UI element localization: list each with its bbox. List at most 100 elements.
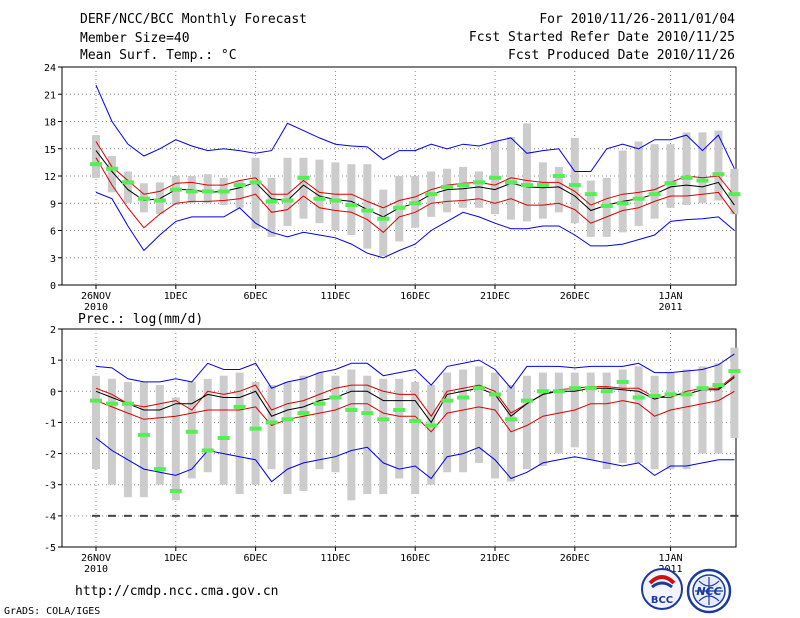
- temp-xtick-label: 26DEC: [560, 291, 590, 302]
- temp-spread-box: [459, 166, 468, 208]
- prec-floor-mark: [538, 514, 547, 517]
- temp-spread-box: [203, 174, 212, 204]
- temp-spread-box: [443, 168, 452, 213]
- temp-obs-marker: [457, 183, 470, 188]
- temp-spread-box: [267, 177, 276, 237]
- prec-floor-mark: [299, 514, 308, 517]
- prec-spread-box: [650, 375, 659, 470]
- temp-obs-marker: [728, 192, 741, 197]
- temp-obs-marker: [153, 198, 166, 203]
- temp-spread-box: [283, 157, 292, 226]
- temp-obs-marker: [201, 189, 214, 194]
- prec-floor-mark: [92, 514, 100, 517]
- prec-obs-marker: [249, 426, 262, 431]
- prec-floor-mark: [570, 514, 579, 517]
- prec-spread-box: [395, 378, 404, 479]
- temp-ytick-label: 12: [44, 172, 56, 183]
- temp-obs-marker: [345, 203, 358, 208]
- prec-floor-mark: [443, 514, 452, 517]
- temp-obs-marker: [265, 199, 278, 204]
- temp-spread-box: [107, 156, 116, 193]
- temp-obs-marker: [217, 189, 230, 194]
- prec-xtick-label: 11DEC: [320, 553, 350, 564]
- prec-xtick-label: 6DEC: [244, 553, 268, 564]
- temp-spread-box: [379, 189, 388, 256]
- temp-obs-marker: [616, 201, 629, 206]
- prec-ensemble-mean-line: [95, 376, 735, 424]
- prec-obs-marker: [153, 467, 166, 472]
- prec-obs-marker: [680, 392, 693, 397]
- prec-ytick-label: 0: [50, 387, 56, 398]
- temp-obs-marker: [696, 178, 709, 183]
- temp-obs-marker: [489, 175, 501, 180]
- prec-obs-marker: [632, 395, 645, 400]
- prec-min-line: [95, 437, 735, 483]
- prec-ytick-label: -4: [44, 512, 56, 523]
- prec-obs-marker: [457, 395, 470, 400]
- prec-spread-box: [283, 381, 292, 495]
- temp-xtick-label: 1JAN: [659, 291, 683, 302]
- temp-obs-marker: [105, 166, 118, 171]
- forecast-start-date: Fcst Started Refer Date 2010/11/25: [468, 30, 735, 45]
- prec-floor-mark: [730, 514, 739, 517]
- prec-ytick-label: -2: [44, 450, 56, 461]
- prec-spread-box: [634, 366, 643, 463]
- prec-floor-mark: [123, 514, 132, 517]
- prec-xtick-label: 26DEC: [560, 553, 590, 564]
- prec-floor-mark: [459, 514, 468, 517]
- prec-spread-box: [506, 385, 515, 482]
- prec-xtick-sublabel: 2011: [659, 564, 683, 575]
- temp-ytick-label: 21: [44, 90, 56, 101]
- temp-spread-box: [235, 180, 244, 208]
- prec-spread-box: [682, 369, 691, 470]
- temp-obs-marker: [568, 183, 581, 188]
- temp-spread-box: [315, 159, 324, 224]
- prec-floor-mark: [698, 514, 707, 517]
- temp-obs-marker: [680, 175, 693, 180]
- prec-floor-mark: [491, 514, 499, 517]
- temp-spread-box: [714, 130, 723, 201]
- prec-floor-mark: [650, 514, 659, 517]
- prec-floor-mark: [235, 514, 244, 517]
- prec-spread-box: [107, 378, 116, 485]
- prec-spread-box: [299, 375, 308, 491]
- prec-obs-marker: [425, 423, 438, 428]
- temp-spread-box: [618, 150, 627, 233]
- prec-floor-mark: [411, 514, 420, 517]
- prec-obs-marker: [233, 404, 246, 409]
- forecast-period: For 2010/11/26-2011/01/04: [539, 12, 735, 27]
- prec-floor-mark: [219, 514, 228, 517]
- prec-obs-marker: [568, 386, 581, 391]
- temp-spread-box: [299, 157, 308, 219]
- prec-spread-box: [123, 381, 132, 498]
- prec-obs-marker: [696, 386, 709, 391]
- temp-spread-box: [570, 137, 579, 224]
- prec-obs-marker: [473, 386, 486, 391]
- prec-spread-box: [522, 375, 531, 470]
- prec-floor-mark: [427, 514, 436, 517]
- temp-obs-marker: [393, 205, 406, 210]
- prec-spread-box: [443, 372, 452, 473]
- prec-xtick-label: 16DEC: [400, 553, 430, 564]
- prec-xtick-label: 26NOV: [81, 553, 111, 564]
- prec-obs-marker: [616, 379, 629, 384]
- temp-obs-marker: [329, 198, 342, 203]
- temp-ytick-label: 3: [50, 254, 56, 265]
- prec-obs-marker: [409, 418, 422, 423]
- temp-obs-marker: [313, 196, 326, 201]
- temp-obs-marker: [281, 198, 294, 203]
- prec-floor-mark: [666, 514, 675, 517]
- temp-obs-marker: [584, 192, 597, 197]
- member-size: Member Size=40: [80, 31, 190, 46]
- prec-obs-marker: [361, 411, 374, 416]
- prec-floor-mark: [251, 514, 260, 517]
- prec-obs-marker: [377, 417, 390, 422]
- temp-spread-box: [682, 132, 691, 206]
- temp-panel-label: Mean Surf. Temp.: °C: [80, 48, 237, 63]
- temp-spread-box: [475, 171, 484, 208]
- prec-obs-marker: [552, 389, 565, 394]
- prec-spread-box: [251, 381, 260, 485]
- prec-spread-box: [491, 372, 499, 479]
- temp-spread-box: [554, 166, 563, 213]
- temp-spread-box: [251, 157, 260, 229]
